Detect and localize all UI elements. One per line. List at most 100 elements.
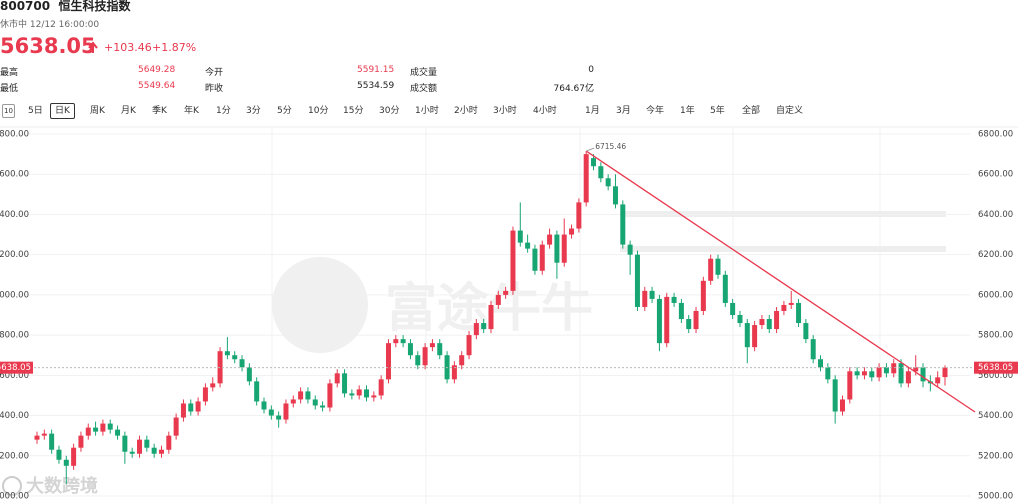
candle-body xyxy=(290,399,296,404)
y-tick-label: 5400.00 xyxy=(978,411,1013,421)
candle-body xyxy=(422,347,428,366)
candle-body xyxy=(151,447,157,454)
stat-value: 5534.59 xyxy=(357,81,395,91)
candle-body xyxy=(202,387,208,402)
candle-body xyxy=(481,323,487,330)
tab[interactable]: 3分 xyxy=(246,106,261,116)
candle-body xyxy=(678,302,684,320)
candle-body xyxy=(598,166,604,179)
tab[interactable]: 1月 xyxy=(585,106,600,116)
candle-body xyxy=(920,367,926,382)
candle-body xyxy=(539,244,545,271)
tab[interactable]: 季K xyxy=(152,106,167,116)
candle-body xyxy=(744,323,750,348)
y-tick-label: 6600.00 xyxy=(978,170,1013,180)
tab[interactable]: 今年 xyxy=(646,106,665,116)
candle-body xyxy=(759,319,765,326)
candle-body xyxy=(510,230,516,291)
last-price-label: 5638.05 xyxy=(0,363,31,373)
tab[interactable]: 3小时 xyxy=(493,106,517,116)
last-price-box xyxy=(974,361,1018,374)
tab[interactable]: 月K xyxy=(121,106,136,116)
y-tick-label: 5200.00 xyxy=(978,451,1013,461)
candle-body xyxy=(180,403,186,418)
tab[interactable]: 5日 xyxy=(28,106,43,116)
tab[interactable]: 4小时 xyxy=(533,106,557,116)
candle-body xyxy=(232,355,238,360)
candle-body xyxy=(71,447,77,466)
tab[interactable]: 年K xyxy=(184,106,199,116)
y-tick-label: 6400.00 xyxy=(978,210,1013,220)
candle-body xyxy=(730,302,736,315)
tab[interactable]: 5分 xyxy=(277,106,292,116)
candle-body xyxy=(429,343,435,348)
y-tick-label: 5800.00 xyxy=(978,331,1013,341)
tab[interactable]: 周K xyxy=(90,106,105,116)
y-tick-label: 6400.00 xyxy=(0,210,29,220)
candle-body xyxy=(312,399,318,406)
tab[interactable]: 1分 xyxy=(216,106,231,116)
candle-body xyxy=(517,230,523,243)
candle-body xyxy=(122,435,128,452)
name: 恒生科技指数 xyxy=(58,0,131,13)
candle-body xyxy=(532,248,538,271)
candle-body xyxy=(254,381,260,402)
tab[interactable]: 10分 xyxy=(308,106,329,116)
candle-body xyxy=(825,367,831,380)
tab[interactable]: 3月 xyxy=(616,106,631,116)
plot: 6800.00 6800.00 6600.00 6600.00 6400.00 6400.… xyxy=(0,130,1018,501)
candle-body xyxy=(129,451,135,454)
candle-body xyxy=(612,186,618,205)
tab[interactable]: 日K xyxy=(50,103,75,119)
stat-value: 5549.64 xyxy=(138,81,176,91)
candle-body xyxy=(708,258,714,281)
candle-body xyxy=(137,439,143,454)
last-price-label: 5638.05 xyxy=(978,363,1013,373)
candle-body xyxy=(583,154,589,203)
candle-body xyxy=(239,359,245,368)
candle-body xyxy=(276,415,282,420)
stat-label: 昨收 xyxy=(205,84,224,94)
logo-watermark xyxy=(2,476,22,496)
candle-body xyxy=(869,371,875,378)
candle-body xyxy=(854,371,860,376)
tab[interactable]: 10 xyxy=(2,104,15,118)
candle-body xyxy=(407,343,413,356)
tab[interactable]: 自定义 xyxy=(776,106,804,116)
tab[interactable]: 2小时 xyxy=(454,106,478,116)
change: +103.46 xyxy=(104,41,152,54)
tab[interactable]: 15分 xyxy=(343,106,364,116)
candle-body xyxy=(700,280,706,311)
candle-body xyxy=(576,202,582,229)
candle-body xyxy=(605,178,611,187)
tab[interactable]: 全部 xyxy=(742,106,761,116)
tab[interactable]: 1小时 xyxy=(415,106,439,116)
candle-body xyxy=(569,228,575,235)
candle-body xyxy=(371,395,377,398)
y-tick-label: 6800.00 xyxy=(0,130,29,140)
candle-body xyxy=(100,423,106,432)
tab[interactable]: 5年 xyxy=(710,106,725,116)
logo-watermark xyxy=(272,257,368,353)
code: 800700 xyxy=(0,0,51,13)
stat-label: 成交额 xyxy=(410,84,438,94)
candle-body xyxy=(158,449,164,454)
candle-body xyxy=(891,363,897,374)
stat-label: 最高 xyxy=(0,68,19,78)
candle-body xyxy=(722,274,728,303)
candle-body xyxy=(473,323,479,336)
candle-body xyxy=(305,391,311,400)
y-tick-label: 5400.00 xyxy=(0,411,29,421)
candle-body xyxy=(268,409,274,416)
tab[interactable]: 1年 xyxy=(680,106,695,116)
candle-body xyxy=(847,371,853,400)
candle-body xyxy=(554,234,560,263)
candle-body xyxy=(437,343,443,356)
candle-body xyxy=(93,427,99,432)
tab[interactable]: 30分 xyxy=(379,106,400,116)
stat-value: 764.67亿 xyxy=(553,84,595,94)
candle-body xyxy=(356,389,362,396)
candle-body xyxy=(283,403,289,420)
candle-body xyxy=(107,423,113,430)
